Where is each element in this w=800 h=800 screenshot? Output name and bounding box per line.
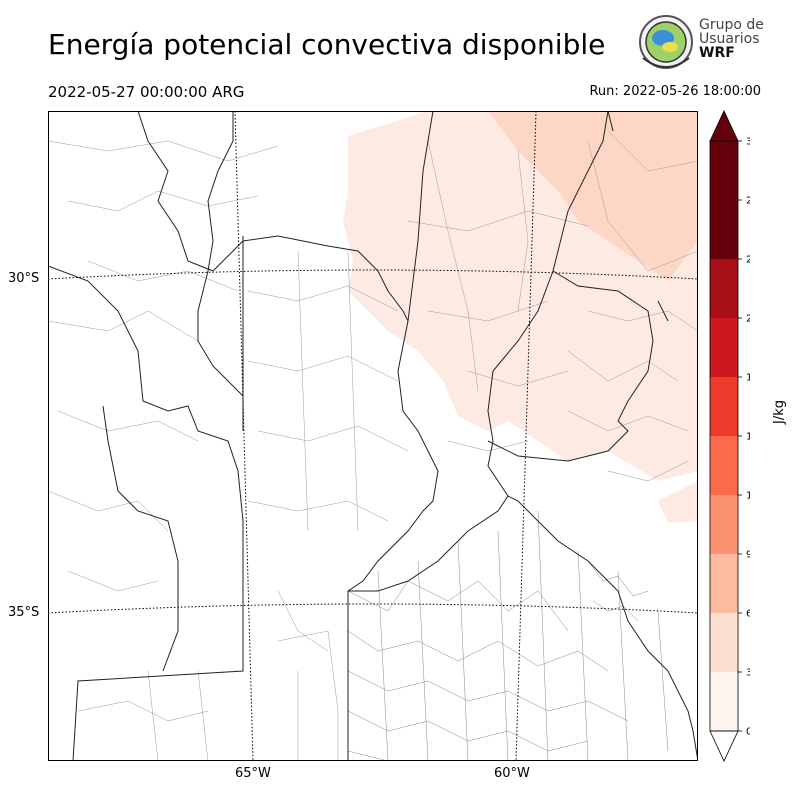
colorbar-tick-label: 900 xyxy=(746,550,750,561)
lat-label-30s: 30°S xyxy=(8,271,40,286)
lon-label-60w: 60°W xyxy=(494,766,530,781)
colorbar-band xyxy=(710,436,738,495)
colorbar-tick-label: 0 xyxy=(746,727,750,738)
lat-line-30s xyxy=(48,269,698,280)
colorbar-tick-label: 1200 xyxy=(746,491,750,502)
buenos-aires-partidos xyxy=(347,510,669,761)
colorbar-tick-label: 2400 xyxy=(746,255,750,266)
globe-logo-icon xyxy=(639,15,693,69)
lon-label-65w: 65°W xyxy=(235,766,271,781)
map-title: Energía potencial convectiva disponible xyxy=(48,28,606,61)
department-boundaries xyxy=(48,130,698,761)
valid-time: 2022-05-27 00:00:00 ARG xyxy=(48,83,245,101)
lat-line-35s xyxy=(48,603,698,614)
colorbar-extend-max xyxy=(709,110,739,142)
colorbar-band xyxy=(710,259,738,318)
map-frame xyxy=(48,111,698,761)
colorbar-band xyxy=(710,613,738,672)
colorbar-tick-label: 1800 xyxy=(746,373,750,384)
cape-patch-east xyxy=(658,481,698,523)
colorbar-band xyxy=(710,377,738,436)
run-time: Run: 2022-05-26 18:00:00 xyxy=(589,84,761,99)
map-panel xyxy=(48,111,698,761)
colorbar-extend-min xyxy=(709,730,739,762)
graticule xyxy=(48,111,698,761)
colorbar-tick-label: 300 xyxy=(746,668,750,679)
colorbar-tick-label: 2100 xyxy=(746,314,750,325)
colorbar-tick-label: 3000 xyxy=(746,137,750,148)
province-boundaries xyxy=(48,111,698,761)
logo-text: Grupo de Usuarios WRF xyxy=(699,18,764,60)
logo-line2: Usuarios xyxy=(699,31,760,47)
colorbar-band xyxy=(710,200,738,259)
colorbar-bands xyxy=(709,110,739,762)
colorbar-tick-label: 1500 xyxy=(746,432,750,443)
cape-field xyxy=(343,111,698,523)
lat-label-35s: 35°S xyxy=(8,605,40,620)
wrf-group-logo: Grupo de Usuarios WRF xyxy=(637,14,767,74)
colorbar-tick-label: 600 xyxy=(746,609,750,620)
colorbar-band xyxy=(710,672,738,731)
colorbar-band xyxy=(710,495,738,554)
cape-area-mid xyxy=(488,111,698,281)
logo-line1: Grupo de xyxy=(699,17,764,33)
colorbar-band xyxy=(710,554,738,613)
colorbar-band xyxy=(710,141,738,200)
colorbar-label: J/kg xyxy=(772,400,787,424)
logo-line3: WRF xyxy=(699,45,735,61)
colorbar-band xyxy=(710,318,738,377)
